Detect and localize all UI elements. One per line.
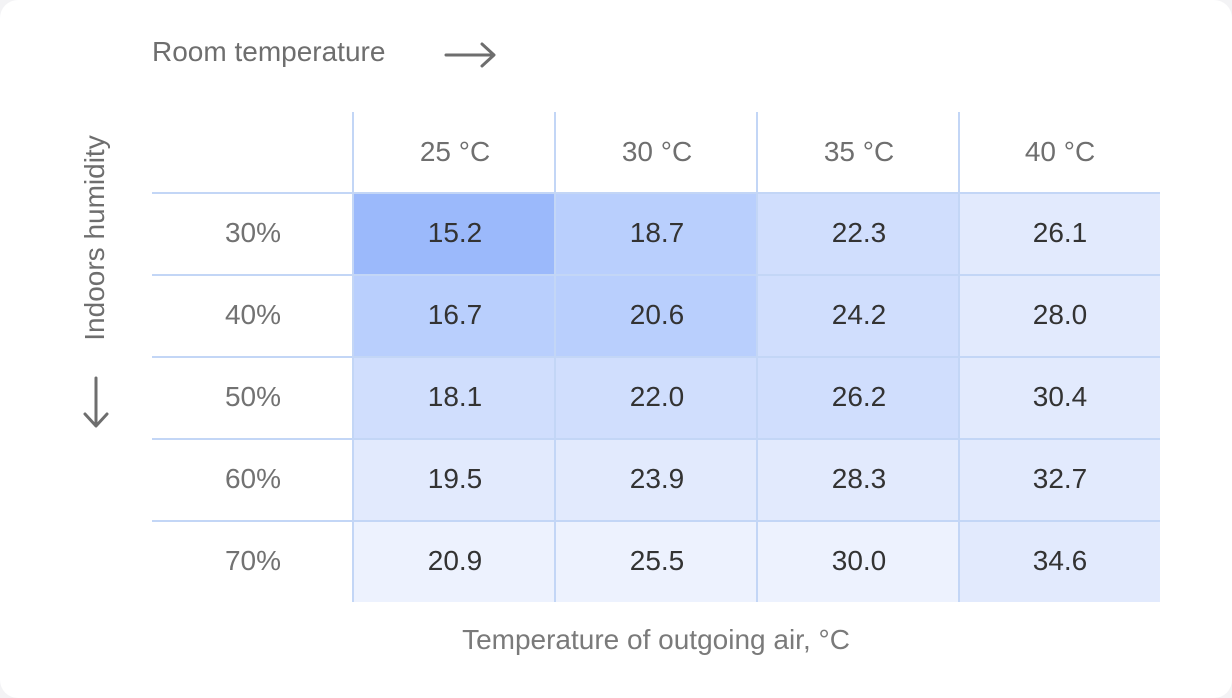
grid-line-horizontal [152,520,1160,522]
corner-cell [152,112,354,192]
heatmap-cell: 18.7 [556,192,758,274]
arrow-down-icon [83,376,109,428]
column-header: 35 °C [823,136,895,167]
row-header: 40% [224,299,282,330]
grid-line-horizontal [152,192,1160,194]
column-axis-title: Room temperature [152,36,386,67]
heatmap-cell: 16.7 [354,274,556,356]
chart-caption: Temperature of outgoing air, °C [462,624,850,655]
heatmap-table: 25 °C 30 °C 35 °C 40 °C 30% 15.2 18.7 22.3 26.1 4… [152,112,1160,602]
column-header: 25 °C [419,136,491,167]
heatmap-cell: 26.1 [960,192,1160,274]
row-axis-title: Indoors humidity [79,135,110,341]
row-header: 50% [224,381,282,412]
heatmap-cell: 18.1 [354,356,556,438]
heatmap-cell: 26.2 [758,356,960,438]
heatmap-cell: 30.0 [758,520,960,602]
heatmap-cell: 30.4 [960,356,1160,438]
column-header: 30 °C [621,136,693,167]
heatmap-cell: 22.0 [556,356,758,438]
heatmap-cell: 25.5 [556,520,758,602]
heatmap-cell: 19.5 [354,438,556,520]
grid-line-horizontal [152,438,1160,440]
heatmap-cell: 23.9 [556,438,758,520]
heatmap-cell: 32.7 [960,438,1160,520]
row-header: 30% [224,217,282,248]
heatmap-cell: 22.3 [758,192,960,274]
heatmap-cell: 20.6 [556,274,758,356]
grid-line-horizontal [152,274,1160,276]
heatmap-cell: 34.6 [960,520,1160,602]
heatmap-cell: 28.3 [758,438,960,520]
grid-line-horizontal [152,356,1160,358]
heatmap-cell: 20.9 [354,520,556,602]
arrow-right-icon [444,42,496,68]
row-header: 60% [224,463,282,494]
row-header: 70% [224,545,282,576]
heatmap-cell: 28.0 [960,274,1160,356]
column-header: 40 °C [1024,136,1096,167]
heatmap-cell: 24.2 [758,274,960,356]
heatmap-cell: 15.2 [354,192,556,274]
